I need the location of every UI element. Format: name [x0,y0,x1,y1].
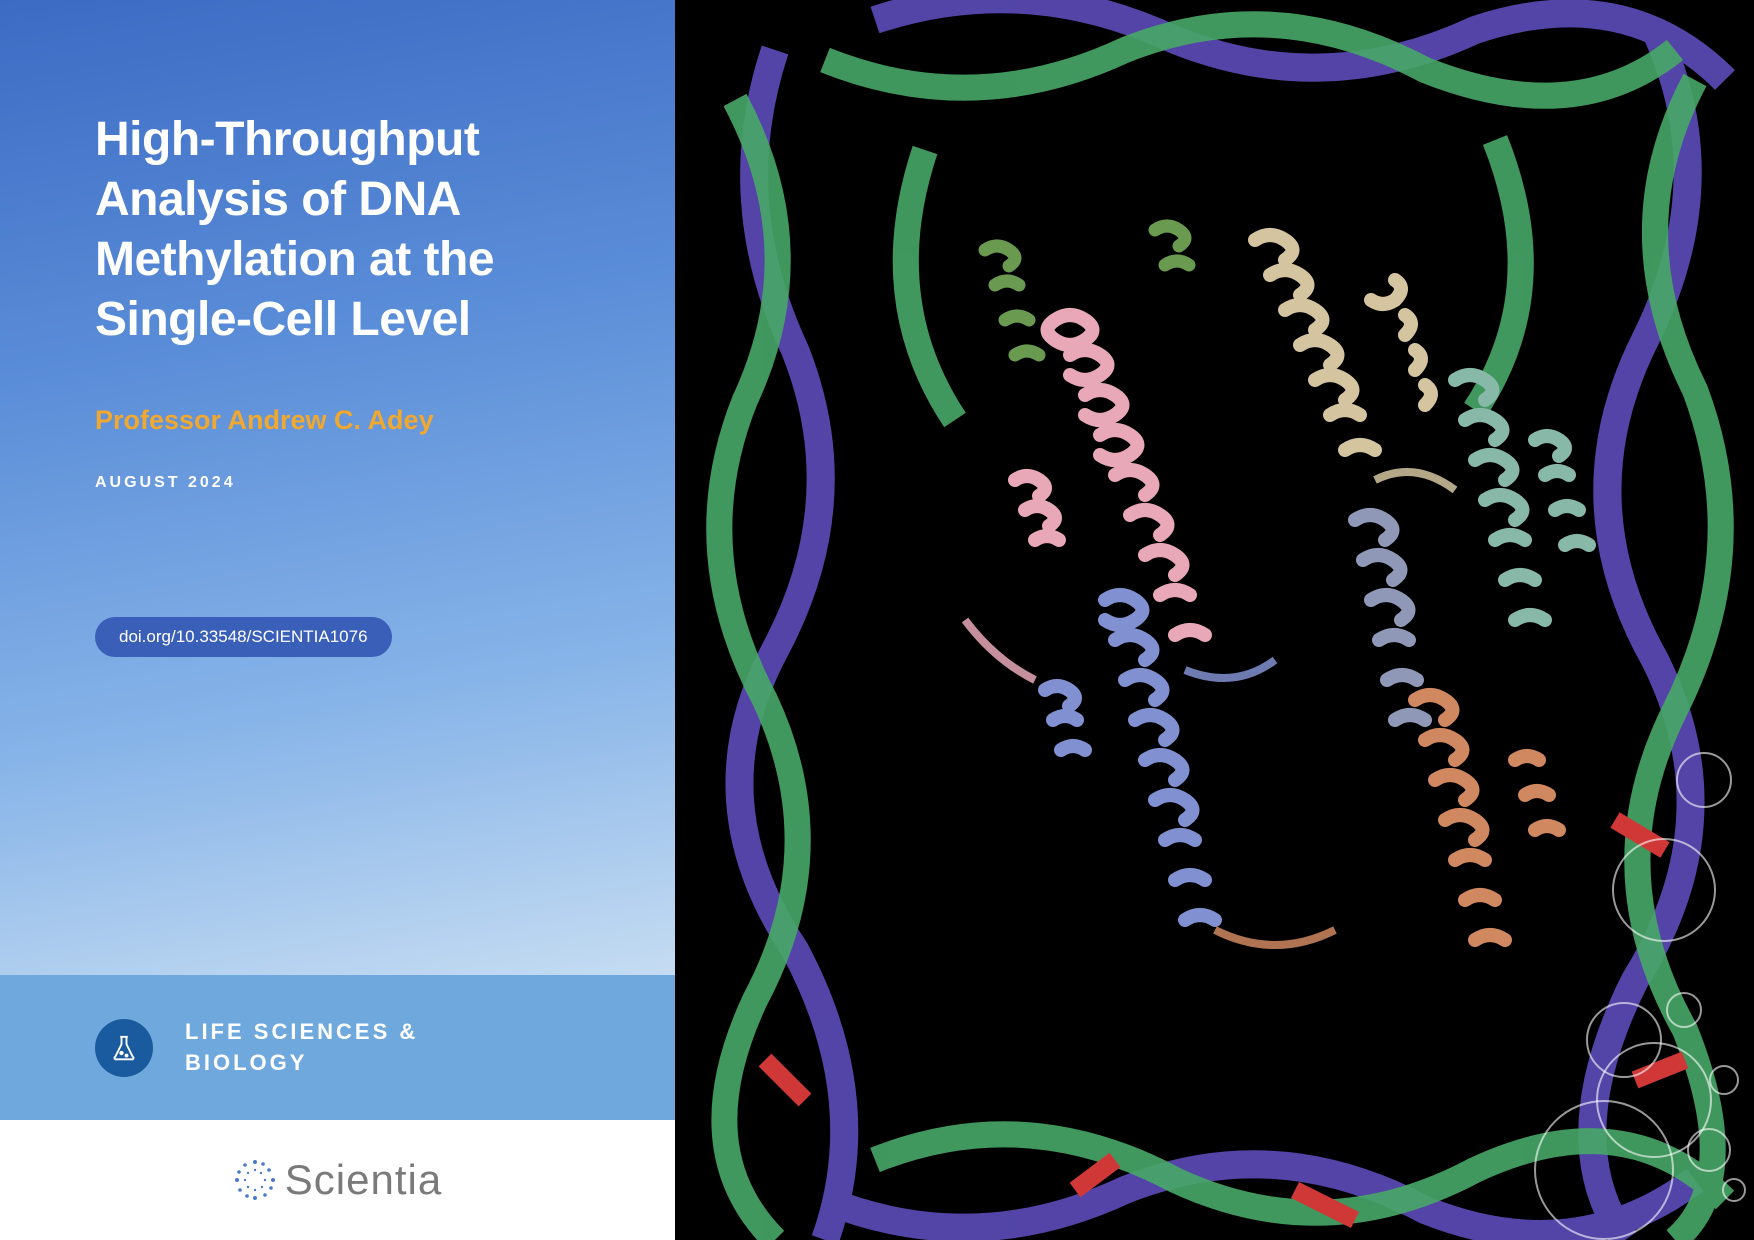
article-title: High-Throughput Analysis of DNA Methylat… [95,110,580,350]
hero-gradient: High-Throughput Analysis of DNA Methylat… [0,0,675,975]
publication-date: AUGUST 2024 [95,474,580,492]
logo-mark-icon [233,1158,277,1202]
logo-section: Scientia [0,1120,675,1240]
bubble-icon [1709,1065,1739,1095]
left-panel: High-Throughput Analysis of DNA Methylat… [0,0,675,1240]
category-line2: BIOLOGY [185,1050,307,1075]
bubble-icon [1676,752,1732,808]
hero-image [675,0,1754,1240]
category-line1: LIFE SCIENCES & [185,1019,418,1044]
doi-badge[interactable]: doi.org/10.33548/SCIENTIA1076 [95,617,392,657]
bubble-icon [1666,992,1702,1028]
bubble-decoration [1354,540,1754,1240]
logo-text: Scientia [285,1156,442,1204]
bubble-icon [1722,1178,1746,1202]
category-bar: LIFE SCIENCES & BIOLOGY [0,975,675,1120]
category-label: LIFE SCIENCES & BIOLOGY [185,1017,418,1079]
bubble-icon [1534,1100,1674,1240]
bubble-icon [1612,838,1716,942]
flask-icon [95,1019,153,1077]
author-name: Professor Andrew C. Adey [95,405,580,436]
bubble-icon [1687,1128,1731,1172]
scientia-logo: Scientia [233,1156,442,1204]
